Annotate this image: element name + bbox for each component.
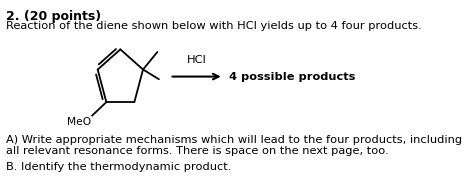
Text: B. Identify the thermodynamic product.: B. Identify the thermodynamic product.: [6, 162, 231, 172]
Text: 2. (20 points): 2. (20 points): [6, 10, 101, 23]
Text: MeO: MeO: [67, 117, 91, 127]
Text: Reaction of the diene shown below with HCl yields up to 4 four products.: Reaction of the diene shown below with H…: [6, 21, 422, 31]
Text: 4 possible products: 4 possible products: [229, 72, 356, 82]
Text: all relevant resonance forms. There is space on the next page, too.: all relevant resonance forms. There is s…: [6, 146, 389, 156]
Text: A) Write appropriate mechanisms which will lead to the four products, including: A) Write appropriate mechanisms which wi…: [6, 135, 462, 145]
Text: HCl: HCl: [187, 55, 207, 65]
